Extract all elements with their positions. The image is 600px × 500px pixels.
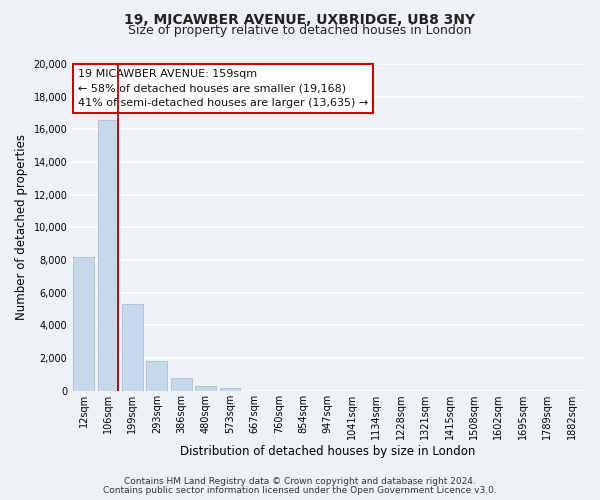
X-axis label: Distribution of detached houses by size in London: Distribution of detached houses by size … [180, 444, 475, 458]
Text: 19, MICAWBER AVENUE, UXBRIDGE, UB8 3NY: 19, MICAWBER AVENUE, UXBRIDGE, UB8 3NY [124, 12, 476, 26]
Bar [220, 388, 241, 390]
Bar [146, 362, 167, 390]
Text: Size of property relative to detached houses in London: Size of property relative to detached ho… [128, 24, 472, 37]
Text: Contains public sector information licensed under the Open Government Licence v3: Contains public sector information licen… [103, 486, 497, 495]
Bar [122, 304, 143, 390]
Text: 19 MICAWBER AVENUE: 159sqm
← 58% of detached houses are smaller (19,168)
41% of : 19 MICAWBER AVENUE: 159sqm ← 58% of deta… [78, 69, 368, 108]
Bar [98, 120, 118, 390]
Y-axis label: Number of detached properties: Number of detached properties [15, 134, 28, 320]
Text: Contains HM Land Registry data © Crown copyright and database right 2024.: Contains HM Land Registry data © Crown c… [124, 477, 476, 486]
Bar [73, 256, 94, 390]
Bar [171, 378, 191, 390]
Bar [195, 386, 216, 390]
